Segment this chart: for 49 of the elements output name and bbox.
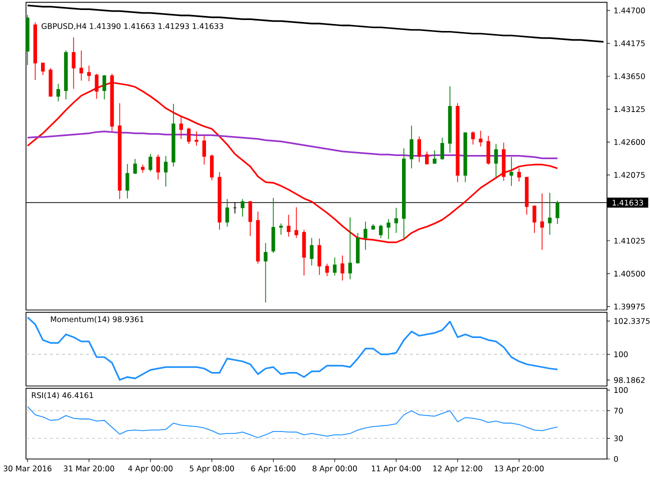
candlestick bbox=[410, 125, 414, 169]
candlestick bbox=[548, 192, 552, 236]
candlestick bbox=[364, 221, 368, 250]
candlestick bbox=[225, 198, 230, 228]
candlestick bbox=[340, 255, 344, 281]
candlestick bbox=[348, 216, 352, 280]
candlestick bbox=[440, 137, 444, 160]
candlestick bbox=[425, 151, 429, 166]
candlestick bbox=[286, 214, 290, 238]
candlestick bbox=[133, 158, 137, 174]
candlestick bbox=[394, 207, 398, 234]
candlestick bbox=[294, 206, 298, 238]
candlestick bbox=[56, 83, 60, 102]
candlestick bbox=[156, 154, 160, 180]
candlestick bbox=[202, 135, 206, 166]
candlestick bbox=[478, 130, 482, 147]
candlestick bbox=[494, 144, 498, 178]
candlestick bbox=[310, 238, 314, 266]
candlestick bbox=[510, 156, 514, 186]
candlestick bbox=[556, 200, 560, 224]
candlestick bbox=[318, 238, 322, 276]
candlestick bbox=[87, 65, 91, 82]
candlestick bbox=[248, 200, 252, 236]
candlestick bbox=[72, 36, 76, 90]
candlestick bbox=[517, 168, 521, 182]
candlestick bbox=[332, 256, 337, 276]
candlestick bbox=[102, 74, 106, 100]
candlestick bbox=[79, 50, 84, 82]
candlestick bbox=[378, 224, 383, 238]
candlestick bbox=[240, 198, 244, 218]
candlestick bbox=[540, 193, 544, 250]
candlestick bbox=[417, 136, 422, 162]
candlestick bbox=[179, 116, 183, 140]
candlestick bbox=[186, 127, 191, 144]
candlestick bbox=[271, 197, 276, 254]
candlestick bbox=[325, 263, 329, 277]
candlestick bbox=[279, 223, 283, 236]
candlestick bbox=[164, 155, 168, 187]
candlestick bbox=[432, 150, 436, 164]
candlestick bbox=[486, 135, 490, 166]
candlestick bbox=[41, 62, 45, 76]
candlestick bbox=[194, 130, 198, 146]
candlestick bbox=[210, 154, 214, 181]
candlestick bbox=[148, 154, 152, 172]
candlestick bbox=[471, 130, 475, 145]
candlestick bbox=[126, 164, 130, 199]
candlestick bbox=[264, 242, 268, 303]
candlestick bbox=[532, 206, 536, 234]
candlestick bbox=[386, 218, 390, 240]
